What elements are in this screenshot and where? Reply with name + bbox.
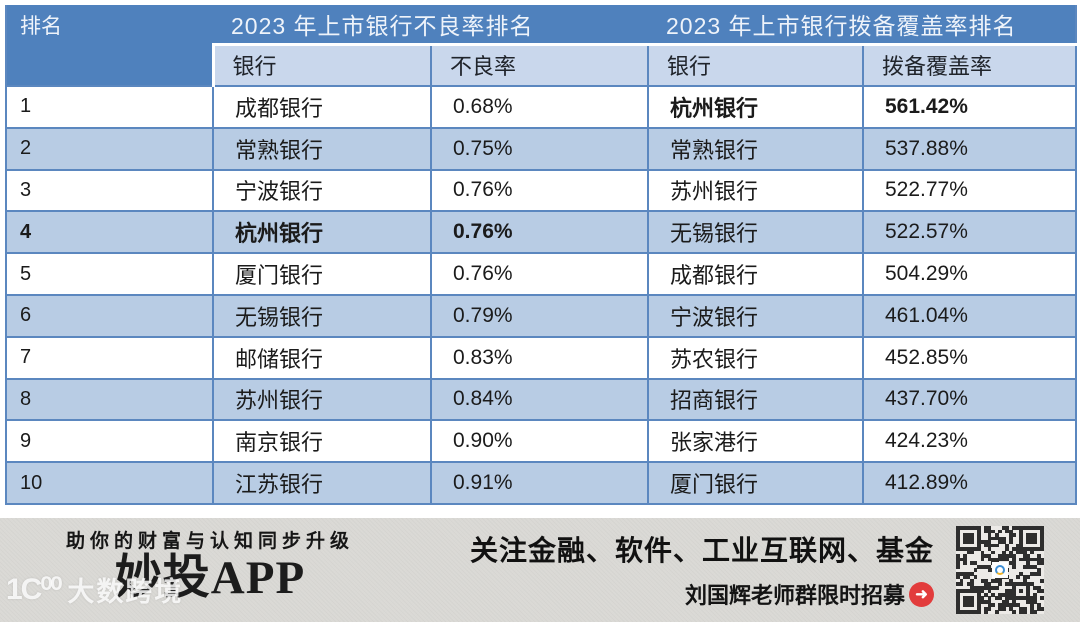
watermark-label: 大数跨境 xyxy=(67,577,184,607)
cov-bank-cell: 苏州银行 xyxy=(647,168,864,213)
coverage-cell: 537.88% xyxy=(862,126,1077,171)
rank-cell: 3 xyxy=(5,168,214,213)
rank-cell: 5 xyxy=(5,252,214,296)
npl-cell: 0.68% xyxy=(430,85,649,129)
table-row: 7 邮储银行 0.83% 苏农银行 452.85% xyxy=(5,335,1077,380)
coverage-bank-column-header: 银行 xyxy=(647,42,863,87)
coverage-cell: 504.29% xyxy=(862,252,1077,296)
table-row: 9 南京银行 0.90% 张家港行 424.23% xyxy=(5,419,1077,464)
npl-cell: 0.76% xyxy=(430,168,649,213)
table-row: 10 江苏银行 0.91% 厦门银行 412.89% xyxy=(5,461,1077,505)
npl-cell: 0.90% xyxy=(430,419,649,464)
footer-promo-block: 关注金融、软件、工业互联网、基金 刘国辉老师群限时招募 ➜ xyxy=(470,529,934,610)
npl-cell: 0.91% xyxy=(430,461,649,505)
coverage-cell: 424.23% xyxy=(862,419,1077,464)
npl-cell: 0.76% xyxy=(430,252,649,296)
cov-bank-cell: 宁波银行 xyxy=(647,293,864,338)
npl-bank-cell: 常熟银行 xyxy=(212,126,432,171)
npl-bank-cell: 成都银行 xyxy=(212,85,432,129)
rank-cell: 1 xyxy=(5,85,214,129)
cov-bank-cell: 无锡银行 xyxy=(647,210,864,255)
qr-center-logo-icon xyxy=(992,562,1008,578)
watermark: 1C⁰⁰ 大数跨境 xyxy=(6,570,183,609)
npl-bank-column-header: 银行 xyxy=(213,42,431,87)
recruit-label: 刘国辉老师群限时招募 xyxy=(684,583,905,608)
bank-ranking-table: 排名 2023 年上市银行不良率排名 2023 年上市银行拨备覆盖率排名 银行 … xyxy=(5,5,1077,505)
rank-cell: 4 xyxy=(5,210,214,255)
cov-bank-cell: 招商银行 xyxy=(647,377,864,422)
cov-bank-cell: 苏农银行 xyxy=(647,335,864,380)
coverage-cell: 437.70% xyxy=(862,377,1077,422)
npl-rate-column-header: 不良率 xyxy=(430,42,648,87)
coverage-cell: 522.77% xyxy=(862,168,1077,213)
recruit-text: 刘国辉老师群限时招募 ➜ xyxy=(470,578,934,610)
npl-cell: 0.75% xyxy=(430,126,649,171)
cov-bank-cell: 厦门银行 xyxy=(647,461,864,505)
coverage-rate-column-header: 拨备覆盖率 xyxy=(862,42,1076,87)
table-row: 3 宁波银行 0.76% 苏州银行 522.77% xyxy=(5,168,1077,213)
npl-bank-cell: 厦门银行 xyxy=(212,252,432,296)
rank-cell: 8 xyxy=(5,377,214,422)
cov-bank-cell: 杭州银行 xyxy=(647,85,864,129)
promo-footer: 助你的财富与认知同步升级 妙投APP 1C⁰⁰ 大数跨境 关注金融、软件、工业互… xyxy=(0,518,1080,622)
cov-bank-cell: 张家港行 xyxy=(647,419,864,464)
qr-code xyxy=(956,526,1045,615)
npl-bank-cell: 邮储银行 xyxy=(212,335,432,380)
table-row: 4 杭州银行 0.76% 无锡银行 522.57% xyxy=(5,210,1077,255)
table-row: 1 成都银行 0.68% 杭州银行 561.42% xyxy=(5,85,1077,129)
footer-brand-block: 助你的财富与认知同步升级 妙投APP xyxy=(52,526,368,603)
brand-tagline: 助你的财富与认知同步升级 xyxy=(65,531,354,552)
rank-cell: 6 xyxy=(5,293,214,338)
coverage-cell: 522.57% xyxy=(862,210,1077,255)
npl-bank-cell: 杭州银行 xyxy=(212,210,432,255)
npl-cell: 0.84% xyxy=(430,377,649,422)
coverage-cell: 461.04% xyxy=(862,293,1077,338)
coverage-cell: 561.42% xyxy=(862,85,1077,129)
rank-cell: 10 xyxy=(5,461,214,505)
cov-bank-cell: 常熟银行 xyxy=(647,126,864,171)
table-row: 5 厦门银行 0.76% 成都银行 504.29% xyxy=(5,252,1077,296)
npl-bank-cell: 南京银行 xyxy=(212,419,432,464)
rank-column-header: 排名 xyxy=(6,5,213,44)
red-arrow-icon: ➜ xyxy=(909,581,934,607)
npl-bank-cell: 苏州银行 xyxy=(212,377,432,422)
table-row: 8 苏州银行 0.84% 招商银行 437.70% xyxy=(5,377,1077,422)
npl-cell: 0.79% xyxy=(430,293,649,338)
cov-bank-cell: 成都银行 xyxy=(647,252,864,296)
table-row: 2 常熟银行 0.75% 常熟银行 537.88% xyxy=(5,126,1077,171)
npl-ranking-title: 2023 年上市银行不良率排名 xyxy=(213,5,648,44)
npl-cell: 0.83% xyxy=(430,335,649,380)
npl-bank-cell: 江苏银行 xyxy=(212,461,432,505)
coverage-cell: 412.89% xyxy=(862,461,1077,505)
app-name: 妙投APP xyxy=(114,552,306,604)
npl-bank-cell: 宁波银行 xyxy=(212,168,432,213)
coverage-ranking-title: 2023 年上市银行拨备覆盖率排名 xyxy=(648,5,1076,44)
rank-cell: 2 xyxy=(5,126,214,171)
npl-bank-cell: 无锡银行 xyxy=(212,293,432,338)
focus-topics-text: 关注金融、软件、工业互联网、基金 xyxy=(469,535,934,566)
rank-cell: 9 xyxy=(5,419,214,464)
rank-cell: 7 xyxy=(5,335,214,380)
main-header-row: 排名 2023 年上市银行不良率排名 2023 年上市银行拨备覆盖率排名 xyxy=(6,5,1076,44)
dashukuajing-logo-icon: 1C⁰⁰ xyxy=(6,573,62,606)
coverage-cell: 452.85% xyxy=(862,335,1077,380)
sub-header-row: 银行 不良率 银行 拨备覆盖率 xyxy=(6,42,1076,87)
table-row: 6 无锡银行 0.79% 宁波银行 461.04% xyxy=(5,293,1077,338)
rank-header-spacer xyxy=(6,44,215,86)
npl-cell: 0.76% xyxy=(430,210,649,255)
table-body: 1 成都银行 0.68% 杭州银行 561.42% 2 常熟银行 0.75% 常熟银行 537.8… xyxy=(5,85,1077,505)
